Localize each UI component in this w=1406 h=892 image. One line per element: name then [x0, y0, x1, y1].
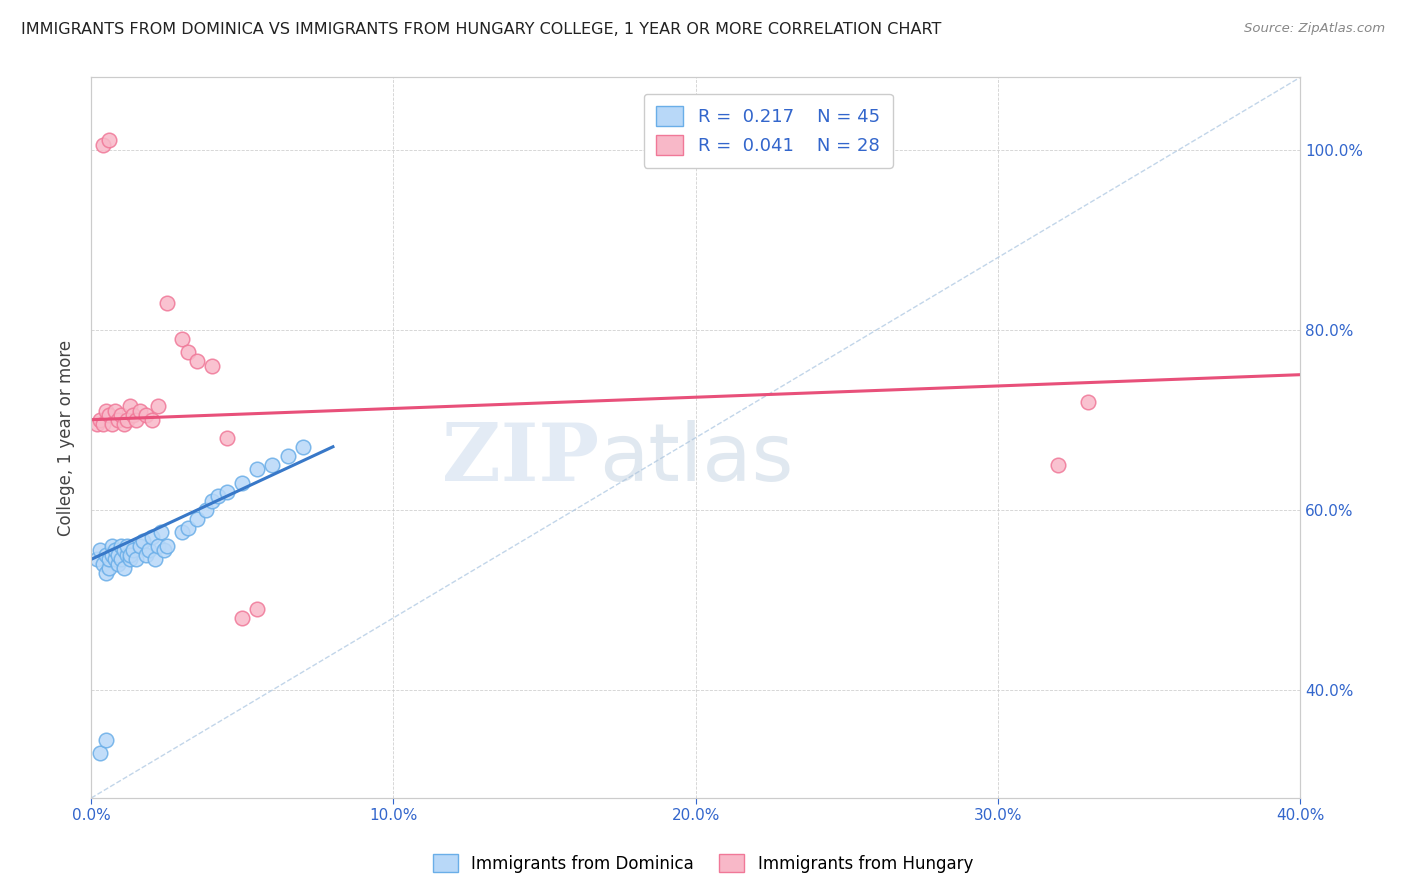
Text: atlas: atlas	[599, 420, 793, 499]
Point	[104, 552, 127, 566]
Point	[231, 475, 253, 490]
Point	[217, 431, 239, 445]
Point	[110, 539, 132, 553]
Point	[186, 354, 208, 368]
Point	[207, 489, 229, 503]
Point	[104, 403, 127, 417]
Point	[156, 539, 179, 553]
Point	[120, 548, 142, 562]
Point	[146, 539, 169, 553]
Point	[141, 530, 163, 544]
Point	[149, 525, 172, 540]
Point	[195, 503, 218, 517]
Point	[186, 512, 208, 526]
Point	[89, 413, 111, 427]
Point	[122, 409, 145, 423]
Point	[96, 548, 118, 562]
Point	[138, 543, 160, 558]
Point	[91, 417, 114, 432]
Point	[152, 543, 174, 558]
Point	[291, 440, 314, 454]
Point	[120, 399, 142, 413]
Point	[201, 359, 224, 373]
Point	[101, 548, 124, 562]
Point	[177, 345, 200, 359]
Point	[86, 417, 108, 432]
Point	[104, 543, 127, 558]
Point	[156, 295, 179, 310]
Point	[91, 138, 114, 153]
Point	[89, 746, 111, 760]
Point	[201, 493, 224, 508]
Point	[110, 552, 132, 566]
Point	[98, 552, 121, 566]
Point	[125, 552, 148, 566]
Text: ZIP: ZIP	[441, 420, 599, 499]
Point	[96, 403, 118, 417]
Point	[170, 525, 193, 540]
Point	[86, 552, 108, 566]
Point	[217, 484, 239, 499]
Point	[98, 134, 121, 148]
Point	[122, 543, 145, 558]
Point	[98, 409, 121, 423]
Point	[246, 462, 269, 476]
Point	[117, 539, 139, 553]
Point	[110, 409, 132, 423]
Point	[141, 413, 163, 427]
Point	[117, 413, 139, 427]
Point	[96, 566, 118, 580]
Point	[112, 417, 135, 432]
Point	[135, 548, 157, 562]
Point	[1077, 394, 1099, 409]
Point	[277, 449, 299, 463]
Point	[135, 409, 157, 423]
Point	[107, 548, 129, 562]
Point	[125, 413, 148, 427]
Point	[112, 561, 135, 575]
Point	[107, 413, 129, 427]
Point	[143, 552, 166, 566]
Point	[98, 561, 121, 575]
Legend: R =  0.217    N = 45, R =  0.041    N = 28: R = 0.217 N = 45, R = 0.041 N = 28	[644, 94, 893, 168]
Point	[170, 332, 193, 346]
Point	[91, 557, 114, 571]
Point	[101, 417, 124, 432]
Point	[146, 399, 169, 413]
Point	[1047, 458, 1070, 472]
Point	[112, 543, 135, 558]
Point	[96, 732, 118, 747]
Point	[101, 539, 124, 553]
Point	[246, 602, 269, 616]
Point	[128, 403, 150, 417]
Point	[231, 611, 253, 625]
Point	[131, 534, 153, 549]
Point	[117, 548, 139, 562]
Point	[177, 521, 200, 535]
Text: IMMIGRANTS FROM DOMINICA VS IMMIGRANTS FROM HUNGARY COLLEGE, 1 YEAR OR MORE CORR: IMMIGRANTS FROM DOMINICA VS IMMIGRANTS F…	[21, 22, 942, 37]
Legend: Immigrants from Dominica, Immigrants from Hungary: Immigrants from Dominica, Immigrants fro…	[426, 847, 980, 880]
Point	[107, 557, 129, 571]
Point	[120, 552, 142, 566]
Point	[262, 458, 284, 472]
Point	[89, 543, 111, 558]
Y-axis label: College, 1 year or more: College, 1 year or more	[58, 340, 75, 536]
Text: Source: ZipAtlas.com: Source: ZipAtlas.com	[1244, 22, 1385, 36]
Point	[128, 539, 150, 553]
